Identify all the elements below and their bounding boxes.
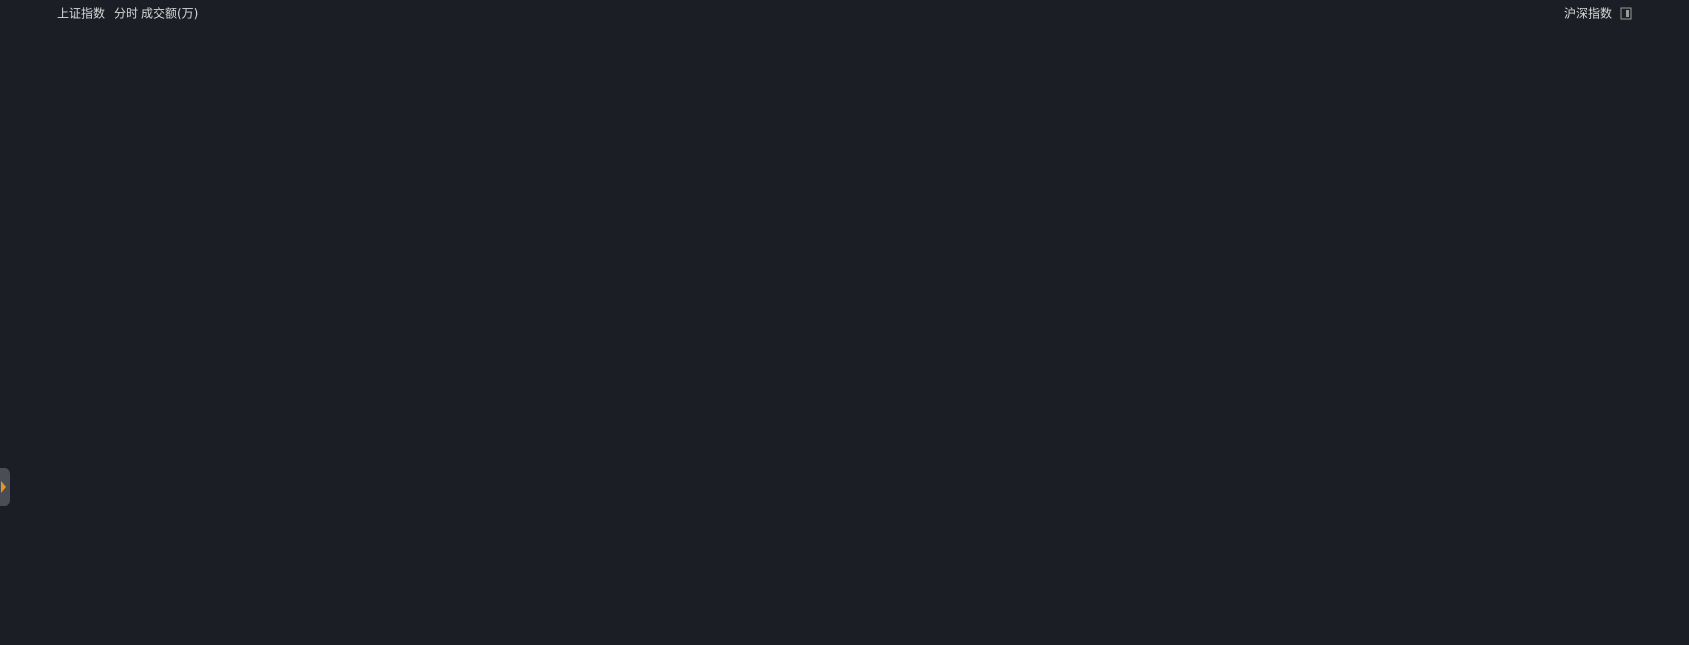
toggle-icon[interactable] xyxy=(1620,7,1632,20)
compare-button[interactable]: 沪深指数 xyxy=(1564,6,1612,21)
volume-label: 成交额(万) xyxy=(141,6,198,21)
side-tab-arrow xyxy=(1,481,6,493)
mode-label[interactable]: 分时 xyxy=(114,7,138,21)
toggle-icon-fill xyxy=(1626,10,1629,17)
index-title: 上证指数 xyxy=(57,6,105,21)
